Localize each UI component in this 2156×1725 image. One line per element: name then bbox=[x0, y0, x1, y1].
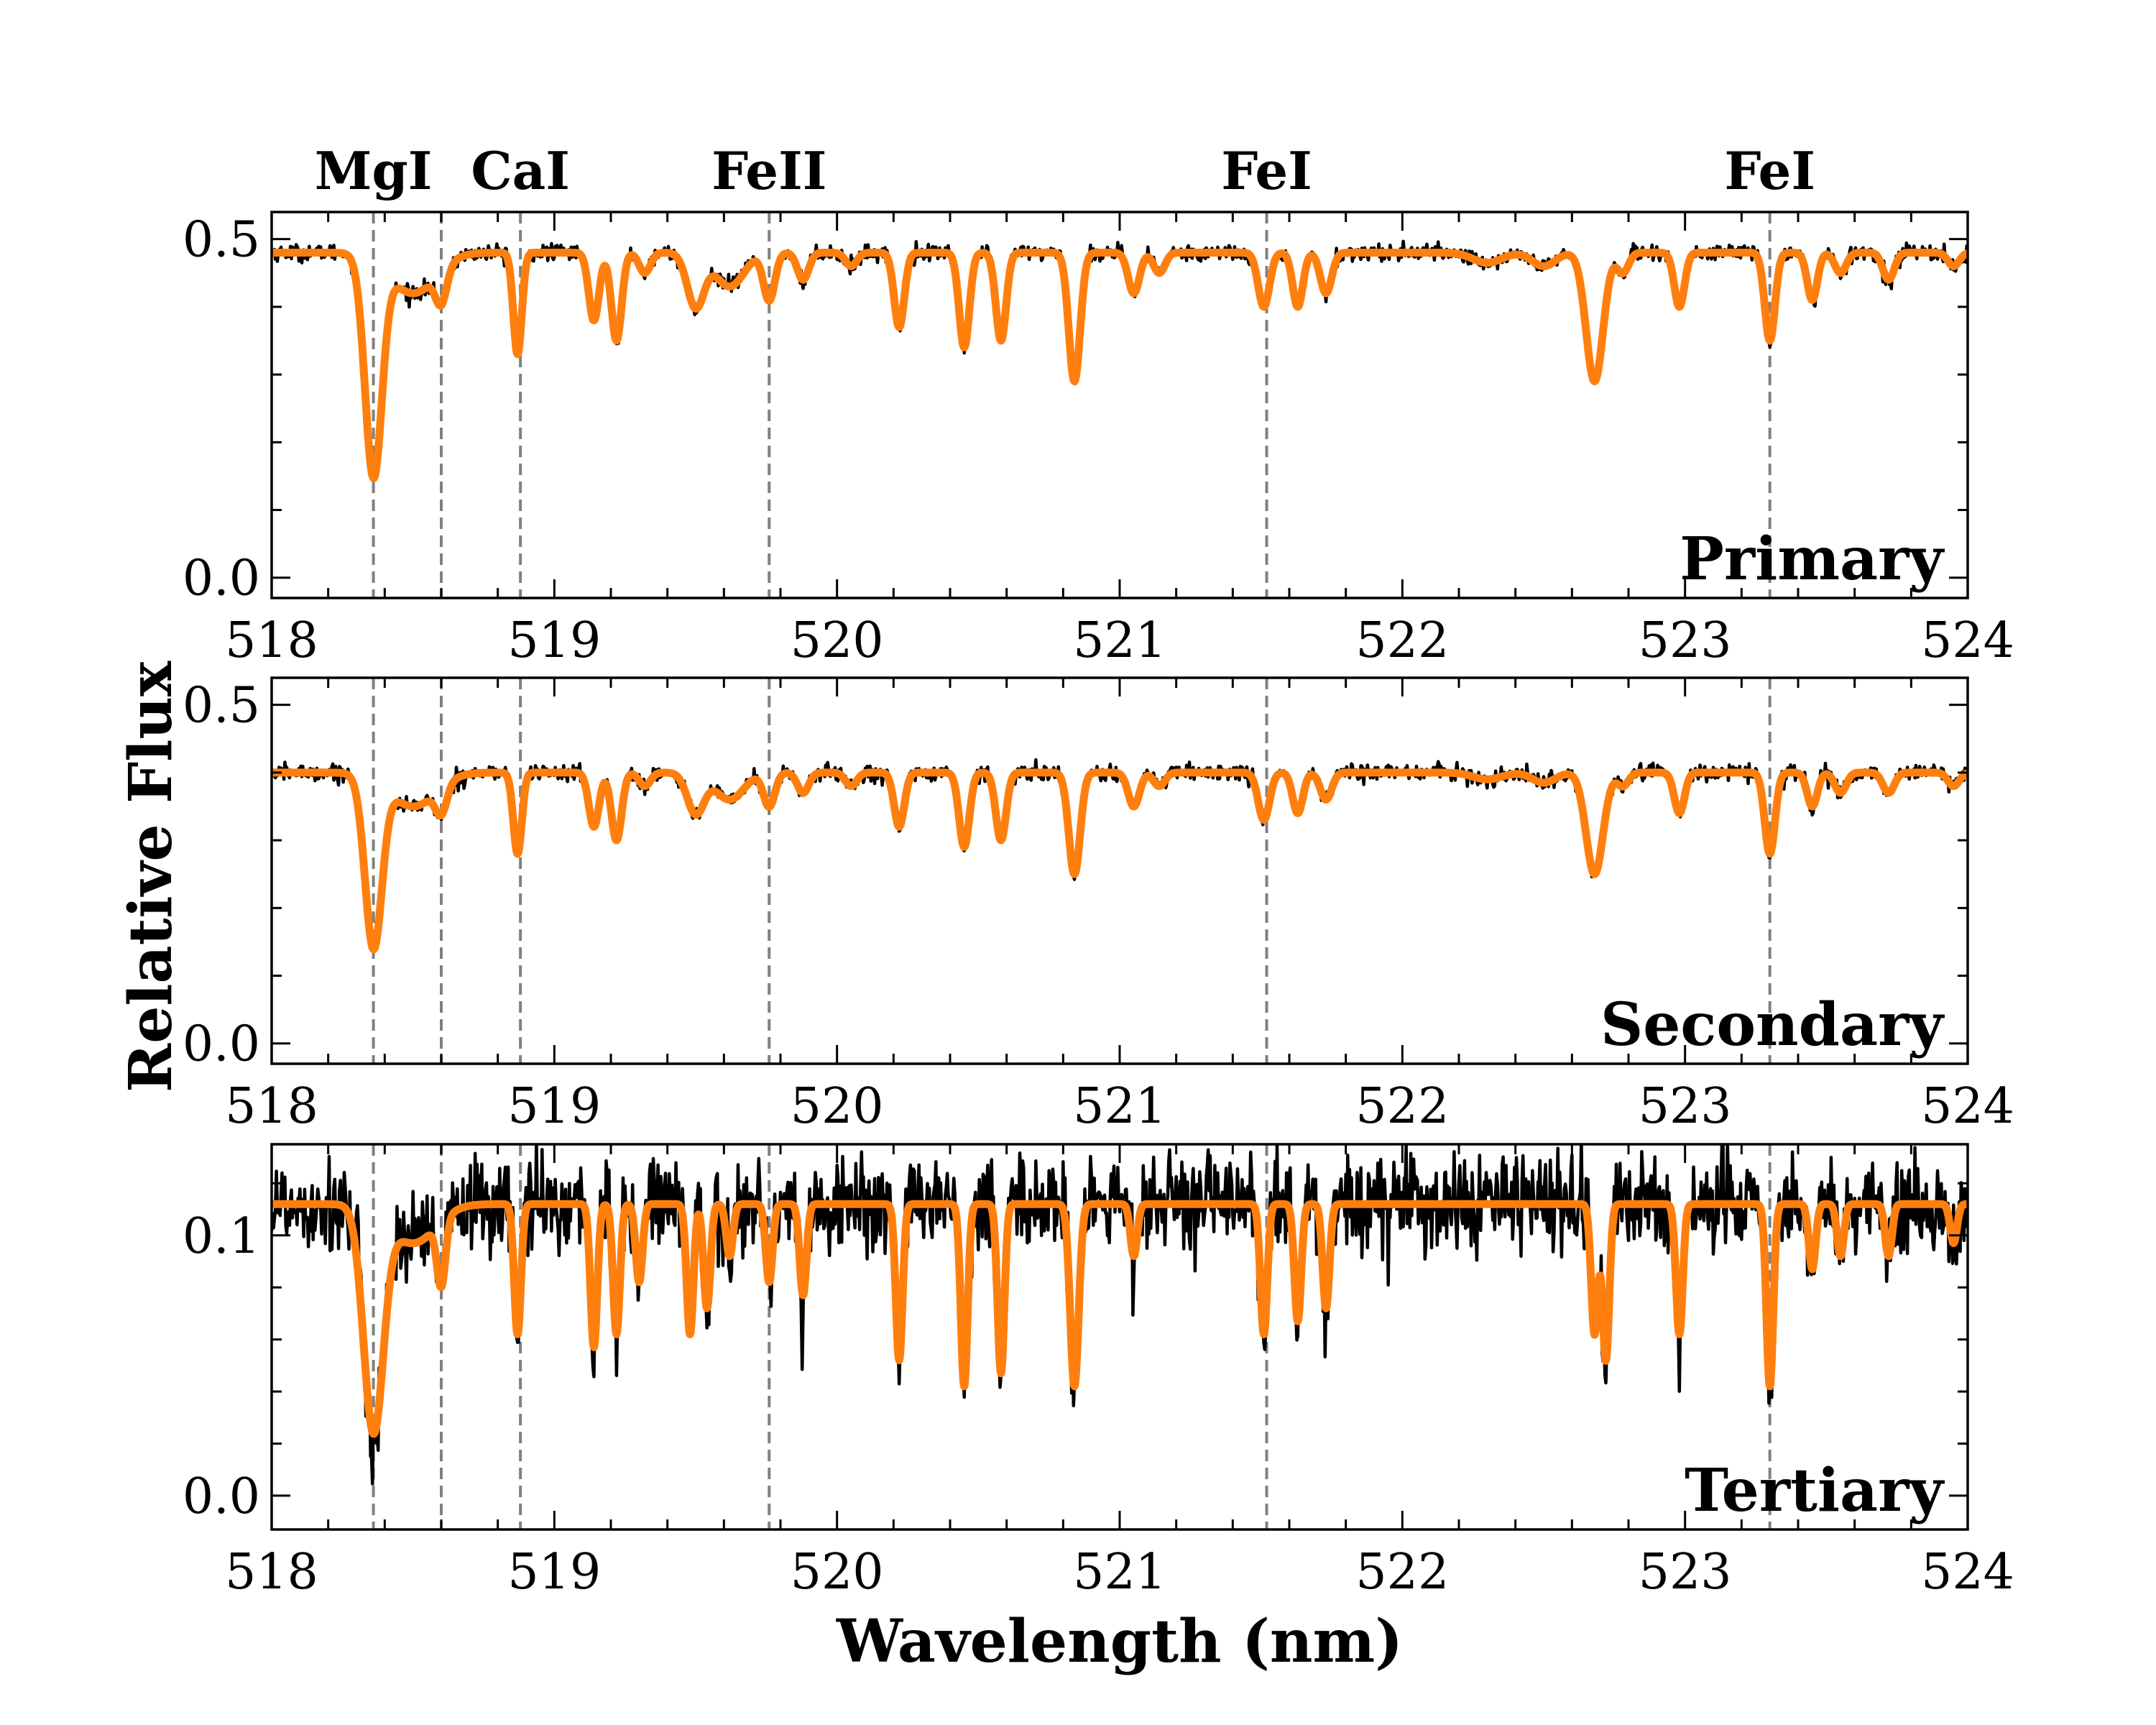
x-tick-label: 520 bbox=[791, 1078, 884, 1135]
line-label-1: CaI bbox=[471, 140, 570, 201]
x-tick-label: 521 bbox=[1073, 1078, 1166, 1135]
x-tick-label: 524 bbox=[1921, 612, 2014, 669]
x-tick-label: 518 bbox=[225, 1078, 318, 1135]
x-tick-label: 520 bbox=[791, 612, 884, 669]
observed-spectrum-line bbox=[272, 1144, 1968, 1486]
panels-group: 518 519 520 521 522 523 524 0.0 0.5 Primary 518 519… bbox=[183, 211, 2014, 1601]
x-tick-label: 518 bbox=[225, 1544, 318, 1601]
x-tick-label: 519 bbox=[507, 1078, 601, 1135]
x-tick-label: 520 bbox=[791, 1544, 884, 1601]
panel-label: Secondary bbox=[1600, 990, 1945, 1059]
x-tick-label: 523 bbox=[1639, 1544, 1732, 1601]
y-tick-label: 0.0 bbox=[183, 1016, 260, 1073]
y-tick-label: 0.0 bbox=[183, 1468, 260, 1525]
y-tick-label: 0.0 bbox=[183, 551, 260, 607]
y-tick-label: 0.5 bbox=[183, 678, 260, 735]
x-tick-label: 519 bbox=[507, 1544, 601, 1601]
x-tick-label: 524 bbox=[1921, 1078, 2014, 1135]
panel-label: Tertiary bbox=[1685, 1456, 1945, 1525]
x-tick-label: 521 bbox=[1073, 1544, 1166, 1601]
line-label-4: FeI bbox=[1724, 140, 1815, 201]
panel-secondary: 518 519 520 521 522 523 524 0.0 0.5 Secondary bbox=[183, 676, 2014, 1135]
x-axis-title: Wavelength (nm) bbox=[836, 1607, 1403, 1676]
line-labels-group: MgI CaI FeII FeI FeI bbox=[315, 140, 1815, 201]
x-tick-label: 519 bbox=[507, 612, 601, 669]
panel-tertiary: 518 519 520 521 522 523 524 0.0 0.1 Tertiary bbox=[183, 1143, 2014, 1601]
model-spectrum-line bbox=[272, 249, 1968, 482]
model-spectrum-line bbox=[272, 768, 1968, 954]
line-label-2: FeII bbox=[711, 140, 826, 201]
panel-primary: 518 519 520 521 522 523 524 0.0 0.5 Primary bbox=[183, 211, 2014, 669]
x-tick-label: 524 bbox=[1921, 1544, 2014, 1601]
line-label-0: MgI bbox=[315, 140, 433, 201]
x-tick-label: 523 bbox=[1639, 1078, 1732, 1135]
x-tick-label: 522 bbox=[1355, 612, 1449, 669]
x-tick-label: 521 bbox=[1073, 612, 1166, 669]
panel-label: Primary bbox=[1680, 525, 1945, 594]
line-label-3: FeI bbox=[1221, 140, 1312, 201]
x-tick-label: 522 bbox=[1355, 1544, 1449, 1601]
x-tick-label: 523 bbox=[1639, 612, 1732, 669]
x-tick-label: 518 bbox=[225, 612, 318, 669]
x-tick-label: 522 bbox=[1355, 1078, 1449, 1135]
y-tick-label: 0.5 bbox=[183, 212, 260, 269]
y-tick-label: 0.1 bbox=[183, 1208, 260, 1265]
y-axis-title: Relative Flux bbox=[116, 661, 185, 1092]
model-spectrum-line bbox=[272, 1200, 1968, 1438]
